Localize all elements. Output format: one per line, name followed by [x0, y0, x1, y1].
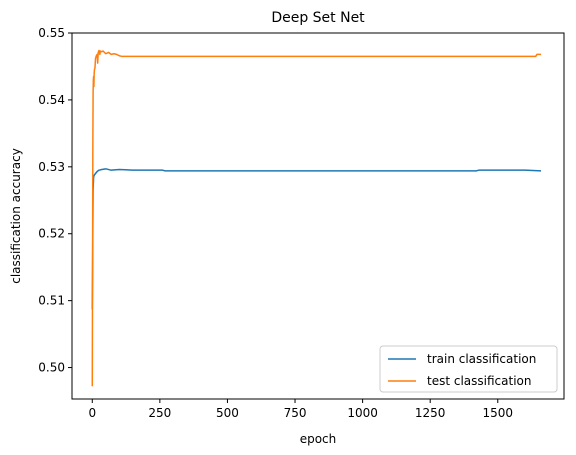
legend-box	[379, 345, 558, 393]
x-tick-label: 1000	[347, 406, 378, 420]
series-line-1	[91, 49, 542, 387]
legend-label-test: test classification	[427, 374, 531, 388]
series-line-0	[91, 168, 542, 310]
x-tick-label: 250	[148, 406, 171, 420]
y-tick-label: 0.50	[38, 361, 65, 375]
y-axis: 0.50 0.51 0.52 0.53 0.54 0.55	[38, 26, 72, 375]
y-tick-label: 0.51	[38, 294, 65, 308]
legend: train classification test classification	[379, 345, 558, 393]
y-tick-label: 0.55	[38, 26, 65, 40]
chart-title: Deep Set Net	[271, 10, 365, 26]
x-tick-label: 1250	[415, 406, 446, 420]
x-axis-label: epoch	[300, 432, 337, 446]
plot-frame	[71, 32, 565, 400]
legend-label-train: train classification	[427, 352, 536, 366]
x-tick-label: 0	[88, 406, 96, 420]
y-tick-label: 0.53	[38, 160, 65, 174]
y-tick-label: 0.54	[38, 93, 65, 107]
y-axis-label: classification accuracy	[9, 148, 23, 284]
x-tick-label: 1500	[482, 406, 513, 420]
x-tick-label: 750	[284, 406, 307, 420]
x-axis: 0 250 500 750 1000 1250 1500	[88, 399, 513, 420]
y-tick-label: 0.52	[38, 227, 65, 241]
series-layer	[91, 49, 542, 387]
x-tick-label: 500	[216, 406, 239, 420]
